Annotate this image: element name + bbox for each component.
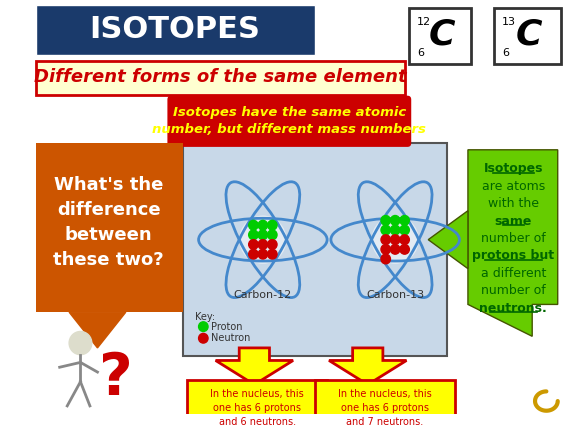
Text: C: C	[516, 18, 543, 52]
Circle shape	[258, 240, 267, 250]
Circle shape	[249, 250, 258, 259]
Circle shape	[258, 220, 267, 230]
Ellipse shape	[372, 216, 419, 264]
FancyBboxPatch shape	[36, 143, 182, 312]
Circle shape	[381, 235, 390, 244]
Text: same: same	[495, 214, 532, 228]
Text: 12: 12	[417, 18, 431, 27]
Text: a different: a different	[481, 267, 546, 280]
Text: number of: number of	[481, 232, 545, 245]
Text: Carbon-13: Carbon-13	[366, 290, 424, 300]
FancyBboxPatch shape	[315, 380, 455, 428]
Text: number of: number of	[481, 284, 545, 297]
FancyBboxPatch shape	[494, 8, 560, 64]
Circle shape	[267, 220, 277, 230]
Text: What's the
difference
between
these two?: What's the difference between these two?	[54, 176, 164, 269]
Circle shape	[400, 216, 409, 225]
Circle shape	[381, 254, 390, 264]
FancyBboxPatch shape	[31, 0, 570, 413]
Circle shape	[390, 235, 400, 244]
Polygon shape	[428, 211, 468, 269]
Text: In the nucleus, this
one has 6 protons
and 6 neutrons.: In the nucleus, this one has 6 protons a…	[210, 389, 304, 427]
FancyBboxPatch shape	[409, 8, 471, 64]
Circle shape	[390, 244, 400, 254]
Text: Isotopes: Isotopes	[483, 162, 543, 175]
Circle shape	[400, 244, 409, 254]
Circle shape	[390, 225, 400, 235]
Circle shape	[258, 250, 267, 259]
Circle shape	[390, 216, 400, 225]
Text: 6: 6	[417, 48, 424, 58]
Polygon shape	[215, 348, 293, 385]
Circle shape	[267, 250, 277, 259]
FancyBboxPatch shape	[36, 61, 405, 95]
Circle shape	[267, 230, 277, 240]
Circle shape	[400, 235, 409, 244]
Text: with the: with the	[488, 197, 539, 210]
Circle shape	[249, 220, 258, 230]
Text: Different forms of the same element: Different forms of the same element	[34, 68, 406, 86]
Text: Isotopes have the same atomic
number, but different mass numbers: Isotopes have the same atomic number, bu…	[152, 106, 426, 136]
Circle shape	[249, 240, 258, 250]
Circle shape	[69, 331, 92, 355]
Ellipse shape	[239, 216, 287, 264]
Text: ISOTOPES: ISOTOPES	[89, 15, 260, 45]
Text: ?: ?	[100, 351, 133, 407]
Text: Neutron: Neutron	[211, 333, 250, 343]
Circle shape	[381, 225, 390, 235]
Text: Proton: Proton	[211, 322, 242, 332]
Polygon shape	[468, 150, 557, 336]
Text: protons but: protons but	[472, 250, 555, 262]
Circle shape	[198, 322, 208, 331]
Text: 13: 13	[502, 18, 516, 27]
Polygon shape	[69, 312, 126, 348]
Circle shape	[400, 225, 409, 235]
Text: Carbon-12: Carbon-12	[234, 290, 292, 300]
Text: In the nucleus, this
one has 6 protons
and 7 neutrons.: In the nucleus, this one has 6 protons a…	[338, 389, 431, 427]
FancyBboxPatch shape	[36, 5, 315, 55]
Text: 6: 6	[502, 48, 509, 58]
Text: C: C	[429, 18, 455, 52]
Circle shape	[258, 230, 267, 240]
Text: are atoms: are atoms	[482, 180, 545, 193]
Text: neutrons.: neutrons.	[479, 301, 547, 315]
Text: Key:: Key:	[195, 312, 215, 322]
FancyBboxPatch shape	[188, 380, 327, 428]
Circle shape	[198, 333, 208, 343]
FancyBboxPatch shape	[182, 143, 447, 356]
Circle shape	[249, 230, 258, 240]
Circle shape	[381, 244, 390, 254]
Polygon shape	[329, 348, 406, 385]
Circle shape	[267, 240, 277, 250]
Circle shape	[381, 216, 390, 225]
FancyBboxPatch shape	[168, 96, 411, 147]
